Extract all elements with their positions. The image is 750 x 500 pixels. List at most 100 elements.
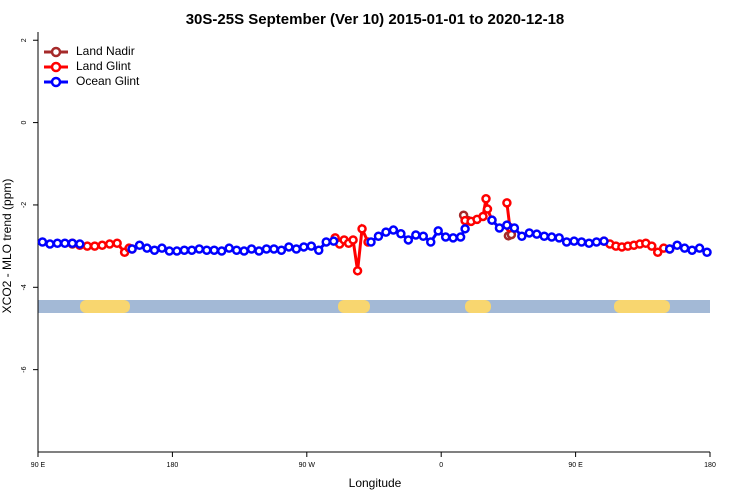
point [321,237,331,247]
point [239,246,249,256]
point [554,233,564,243]
point [502,220,512,230]
point [172,246,182,256]
point [440,232,451,242]
point [652,247,663,258]
point [67,238,78,248]
x-tick-label: 90 W [299,462,316,469]
legend-label: Ocean Glint [76,74,140,88]
point [388,225,399,235]
point [539,231,549,241]
series-line [71,198,670,272]
point [246,244,257,254]
point [45,239,55,249]
point [481,194,491,204]
point [357,224,367,234]
point [254,246,264,256]
point [433,226,443,236]
legend-marker [50,46,62,58]
y-axis-label: XCO2 - MLO trend (ppm) [0,179,14,314]
x-tick-label: 90 E [31,462,46,469]
point [276,245,287,255]
point [664,244,675,254]
point [134,240,145,251]
point [142,243,152,253]
point [97,240,107,251]
point [494,223,505,233]
point [517,231,527,241]
x-tick-label: 0 [439,462,443,469]
legend-label: Land Glint [76,59,131,73]
point [381,227,391,237]
point [127,244,137,254]
point [482,204,493,214]
point [591,237,602,247]
y-tick-label: 2 [21,38,28,42]
legend-marker [50,76,62,88]
point [60,238,70,248]
point [269,244,279,254]
point [418,231,429,241]
point [231,245,242,255]
point [328,236,339,246]
land-band [614,300,670,313]
point [576,237,587,247]
point [702,247,712,258]
x-axis-label: Longitude [349,476,402,490]
point [179,245,190,255]
point [348,235,358,245]
y-tick-label: -4 [21,284,28,290]
point [679,243,690,253]
point [694,243,705,253]
point [291,244,302,254]
point [366,237,376,247]
point [561,237,572,247]
y-tick-label: 0 [21,121,28,125]
point [149,245,160,255]
point [448,233,458,243]
ocean-band [38,300,710,313]
legend-label: Land Nadir [76,44,135,58]
point [224,243,234,253]
point [261,244,272,254]
point [411,230,421,240]
legend-marker [50,61,62,73]
point [487,215,497,225]
point [201,245,212,255]
point [460,224,470,234]
point [187,245,197,255]
point [425,237,436,247]
point [299,242,309,252]
point [509,223,520,233]
point [478,211,488,222]
point [647,241,657,251]
point [37,237,48,247]
point [455,232,466,242]
x-tick-label: 180 [167,462,179,469]
point [403,235,414,245]
point [164,246,175,256]
point [672,240,682,251]
chart-title: 30S-25S September (Ver 10) 2015-01-01 to… [186,11,565,28]
point [313,245,324,255]
point [352,266,363,276]
point [599,236,609,246]
point [306,241,317,251]
point [216,246,227,256]
point [75,239,85,249]
point [284,242,294,252]
land-band [80,300,130,313]
point [194,244,205,254]
point [502,198,512,208]
y-tick-label: -2 [21,202,28,208]
x-tick-label: 90 E [568,462,583,469]
point [112,238,122,248]
land-ocean-band [38,300,710,313]
point [89,241,100,251]
point [687,245,697,255]
land-band [465,300,491,313]
point [209,245,219,255]
y-tick-label: -6 [21,366,28,372]
